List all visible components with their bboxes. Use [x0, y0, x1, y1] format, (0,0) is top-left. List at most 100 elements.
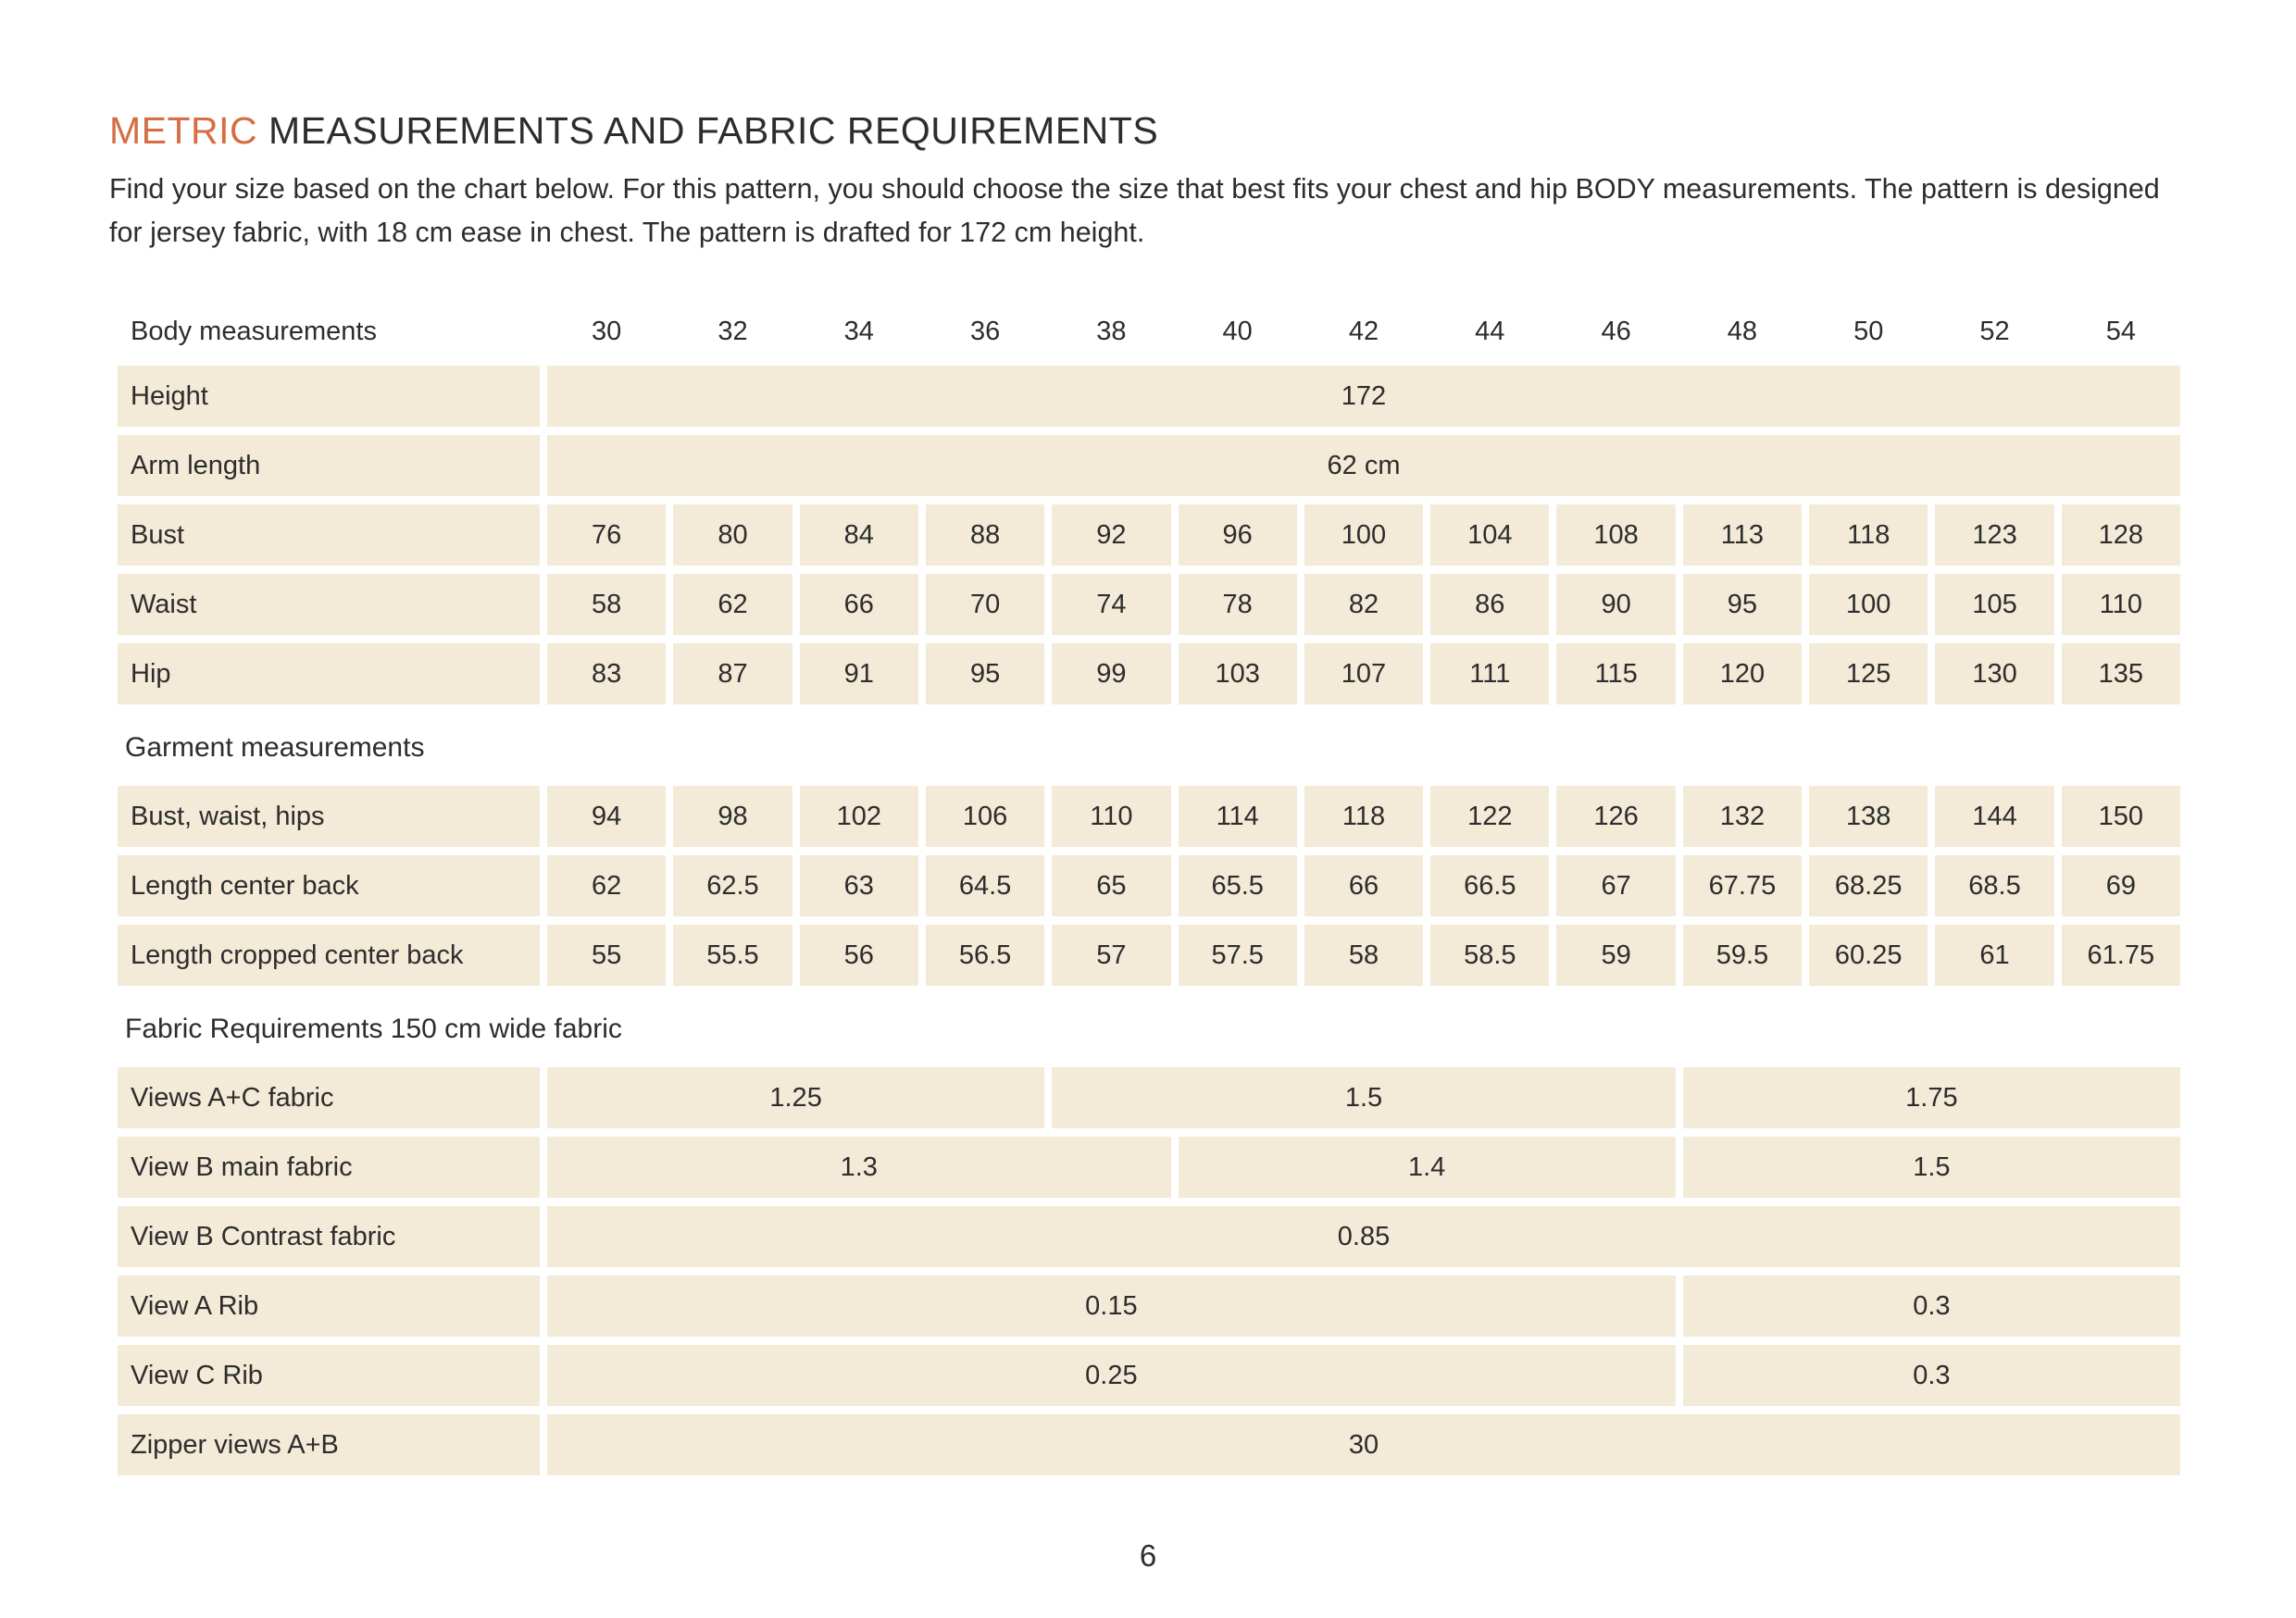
table-cell: 132	[1682, 786, 1803, 847]
table-cell: 108	[1556, 504, 1676, 566]
table-header-row: Body measurements 30 32 34 36 38 40 42 44 46 48 50…	[118, 310, 2180, 353]
table-cell: 63	[799, 855, 918, 916]
table-cell: 65.5	[1178, 855, 1297, 916]
table-row: Views A+C fabric 1.25 1.5 1.75	[118, 1067, 2180, 1128]
table-cell: 99	[1052, 643, 1171, 704]
table-cell: 107	[1304, 643, 1424, 704]
table-cell: 1.4	[1178, 1137, 1676, 1198]
table-cell: 68.25	[1809, 855, 1928, 916]
table-cell: 0.15	[547, 1276, 1676, 1337]
row-label: Arm length	[118, 435, 540, 496]
table-cell: 61	[1935, 925, 2054, 986]
table-cell: 55	[547, 925, 667, 986]
table-cell: 59	[1556, 925, 1676, 986]
table-cell: 67	[1556, 855, 1676, 916]
table-cell: 1.5	[1052, 1067, 1676, 1128]
table-cell: 103	[1178, 643, 1297, 704]
table-cell: 64.5	[925, 855, 1045, 916]
table-cell: 58	[1304, 925, 1424, 986]
table-row: Waist 58 62 66 70 74 78 82 86 90 95 100 105 110	[118, 574, 2180, 635]
size-header-cell: 54	[2105, 316, 2136, 346]
row-label: Bust	[118, 504, 540, 566]
row-label: Zipper views A+B	[118, 1414, 540, 1475]
size-header-cell: 52	[1979, 316, 2010, 346]
table-row: View A Rib 0.15 0.3	[118, 1276, 2180, 1337]
size-header-cell: 48	[1727, 316, 1758, 346]
table-cell: 96	[1178, 504, 1297, 566]
table-row: View B Contrast fabric 0.85	[118, 1206, 2180, 1267]
table-cell: 102	[799, 786, 918, 847]
row-label: Views A+C fabric	[118, 1067, 540, 1128]
table-cell: 1.3	[547, 1137, 1171, 1198]
row-label: View A Rib	[118, 1276, 540, 1337]
table-cell: 1.25	[547, 1067, 1045, 1128]
table-row: Length cropped center back 55 55.5 56 56.5 57…	[118, 925, 2180, 986]
table-cell: 67.75	[1682, 855, 1803, 916]
table-cell: 172	[547, 366, 2180, 427]
table-cell: 114	[1178, 786, 1297, 847]
size-header-cell: 46	[1601, 316, 1631, 346]
size-header-cell: 36	[969, 316, 1001, 346]
table-cell: 0.85	[547, 1206, 2180, 1267]
size-header-cell: 42	[1348, 316, 1379, 346]
intro-paragraph: Find your size based on the chart below.…	[109, 173, 2160, 248]
table-cell: 62 cm	[547, 435, 2180, 496]
table-cell: 120	[1682, 643, 1803, 704]
table-cell: 80	[673, 504, 792, 566]
row-label: Length center back	[118, 855, 540, 916]
table-cell: 58	[547, 574, 667, 635]
table-cell: 56	[799, 925, 918, 986]
table-cell: 82	[1304, 574, 1424, 635]
table-cell: 92	[1052, 504, 1171, 566]
table-header-label: Body measurements	[131, 317, 377, 346]
table-row: Bust 76 80 84 88 92 96 100 104 108 113 118 123 128	[118, 504, 2180, 566]
table-cell: 55.5	[673, 925, 792, 986]
table-cell: 150	[2061, 786, 2180, 847]
table-cell: 57.5	[1178, 925, 1297, 986]
table-cell: 83	[547, 643, 667, 704]
table-cell: 57	[1052, 925, 1171, 986]
table-cell: 62	[547, 855, 667, 916]
table-cell: 98	[673, 786, 792, 847]
table-cell: 95	[1682, 574, 1803, 635]
table-cell: 1.75	[1682, 1067, 2180, 1128]
table-cell: 144	[1935, 786, 2054, 847]
table-cell: 100	[1809, 574, 1928, 635]
page-number: 6	[1139, 1538, 1157, 1573]
table-row: Height 172	[118, 366, 2180, 427]
size-header-cell: 38	[1096, 316, 1127, 346]
table-cell: 62.5	[673, 855, 792, 916]
table-row: Zipper views A+B 30	[118, 1414, 2180, 1475]
table-row: View B main fabric 1.3 1.4 1.5	[118, 1137, 2180, 1198]
table-cell: 0.3	[1682, 1345, 2180, 1406]
table-row: Length center back 62 62.5 63 64.5 65 65.5 66 66…	[118, 855, 2180, 916]
size-header-cell: 44	[1475, 316, 1505, 346]
table-cell: 105	[1935, 574, 2054, 635]
page-title-accent: METRIC	[109, 109, 258, 152]
table-cell: 61.75	[2061, 925, 2180, 986]
table-cell: 104	[1430, 504, 1550, 566]
table-cell: 78	[1178, 574, 1297, 635]
table-cell: 1.5	[1682, 1137, 2180, 1198]
page-title-rest: MEASUREMENTS AND FABRIC REQUIREMENTS	[257, 109, 1159, 152]
table-cell: 126	[1556, 786, 1676, 847]
table-cell: 66	[799, 574, 918, 635]
table-cell: 123	[1935, 504, 2054, 566]
table-cell: 110	[1052, 786, 1171, 847]
table-cell: 84	[799, 504, 918, 566]
table-cell: 69	[2061, 855, 2180, 916]
table-row: View C Rib 0.25 0.3	[118, 1345, 2180, 1406]
row-label: View C Rib	[118, 1345, 540, 1406]
table-cell: 68.5	[1935, 855, 2054, 916]
size-header-cell: 32	[718, 316, 748, 346]
table-cell: 106	[925, 786, 1045, 847]
size-table: Body measurements 30 32 34 36 38 40 42 44 46 48 50…	[118, 310, 2180, 1475]
table-cell: 66.5	[1430, 855, 1550, 916]
table-cell: 94	[547, 786, 667, 847]
table-cell: 90	[1556, 574, 1676, 635]
table-cell: 128	[2061, 504, 2180, 566]
table-cell: 66	[1304, 855, 1424, 916]
size-header-cell: 30	[592, 316, 622, 346]
row-label: Hip	[118, 643, 540, 704]
